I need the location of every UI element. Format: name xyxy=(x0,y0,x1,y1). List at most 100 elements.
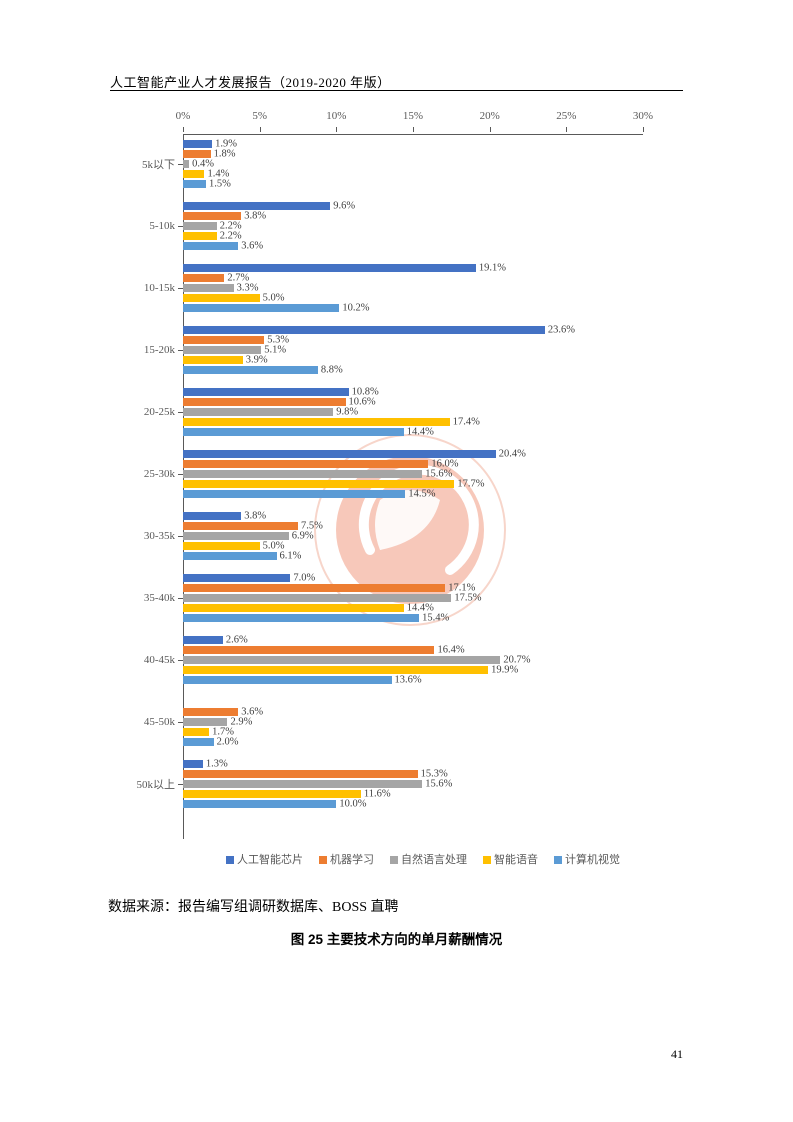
category-label: 35-40k xyxy=(144,592,175,604)
bar-value-label: 1.3% xyxy=(206,759,228,770)
bar: 16.4% xyxy=(183,646,434,654)
bar: 1.5% xyxy=(183,180,206,188)
bar: 19.1% xyxy=(183,264,476,272)
bar-value-label: 16.4% xyxy=(437,645,464,656)
bar: 3.6% xyxy=(183,708,238,716)
page: 人工智能产业人才发展报告（2019-2020 年版） 0%5%10%15%20%… xyxy=(0,0,793,1122)
bar-value-label: 2.0% xyxy=(217,737,239,748)
bar: 15.3% xyxy=(183,770,418,778)
x-tick-mark xyxy=(183,127,184,132)
salary-chart: 0%5%10%15%20%25%30% 5k以下1.9%1.8%0.4%1.4%… xyxy=(183,110,663,865)
bar: 2.7% xyxy=(183,274,224,282)
bar: 5.3% xyxy=(183,336,264,344)
x-tick-label: 5% xyxy=(252,110,267,122)
bar-value-label: 2.6% xyxy=(226,635,248,646)
bar-value-label: 9.8% xyxy=(336,407,358,418)
bar-value-label: 2.2% xyxy=(220,231,242,242)
legend-item: 计算机视觉 xyxy=(554,851,620,867)
bar: 10.8% xyxy=(183,388,349,396)
bar-value-label: 9.6% xyxy=(333,201,355,212)
bar-value-label: 19.1% xyxy=(479,263,506,274)
bar-value-label: 3.6% xyxy=(241,241,263,252)
plot-area: 5k以下1.9%1.8%0.4%1.4%1.5% 5-10k9.6%3.8%2.2… xyxy=(183,134,643,839)
category-group: 40-45k2.6%16.4%20.7%19.9%13.6% xyxy=(183,636,643,684)
bar: 3.3% xyxy=(183,284,234,292)
bar-value-label: 14.5% xyxy=(408,489,435,500)
bar: 15.6% xyxy=(183,470,422,478)
bar-value-label: 3.3% xyxy=(237,283,259,294)
bar-value-label: 11.6% xyxy=(364,789,391,800)
category-label: 20-25k xyxy=(144,406,175,418)
legend-swatch xyxy=(226,856,234,864)
x-tick-mark xyxy=(566,127,567,132)
category-label: 5k以下 xyxy=(142,156,175,172)
bar: 5.0% xyxy=(183,542,260,550)
category-label: 30-35k xyxy=(144,530,175,542)
category-group: 15-20k23.6%5.3%5.1%3.9%8.8% xyxy=(183,326,643,374)
bar: 6.1% xyxy=(183,552,277,560)
x-tick-mark xyxy=(260,127,261,132)
bar: 2.9% xyxy=(183,718,227,726)
bar: 1.3% xyxy=(183,760,203,768)
bar-value-label: 3.8% xyxy=(244,511,266,522)
legend-item: 人工智能芯片 xyxy=(226,851,303,867)
bar: 17.5% xyxy=(183,594,451,602)
bar: 20.4% xyxy=(183,450,496,458)
bar-value-label: 3.8% xyxy=(244,211,266,222)
category-group: 50k以上1.3%15.3%15.6%11.6%10.0% xyxy=(183,760,643,808)
category-label: 15-20k xyxy=(144,344,175,356)
category-group: 5k以下1.9%1.8%0.4%1.4%1.5% xyxy=(183,140,643,188)
bar: 17.1% xyxy=(183,584,445,592)
legend-item: 机器学习 xyxy=(319,851,374,867)
bar: 19.9% xyxy=(183,666,488,674)
category-label: 5-10k xyxy=(149,220,175,232)
bar-value-label: 5.0% xyxy=(263,293,285,304)
bar-value-label: 1.5% xyxy=(209,179,231,190)
category-label: 40-45k xyxy=(144,654,175,666)
bar: 1.7% xyxy=(183,728,209,736)
bar-value-label: 15.6% xyxy=(425,779,452,790)
page-number: 41 xyxy=(671,1047,683,1062)
bar: 15.6% xyxy=(183,780,422,788)
x-tick-mark xyxy=(413,127,414,132)
bar-value-label: 6.1% xyxy=(280,551,302,562)
category-group: 20-25k10.8%10.6%9.8%17.4%14.4% xyxy=(183,388,643,436)
x-tick-label: 30% xyxy=(633,110,653,122)
legend-swatch xyxy=(554,856,562,864)
legend: 人工智能芯片机器学习自然语言处理智能语音计算机视觉 xyxy=(183,850,663,868)
bar: 14.4% xyxy=(183,428,404,436)
bar-value-label: 14.4% xyxy=(407,427,434,438)
bar: 14.5% xyxy=(183,490,405,498)
x-tick-mark xyxy=(643,127,644,132)
bar: 23.6% xyxy=(183,326,545,334)
bar-value-label: 17.7% xyxy=(457,479,484,490)
bar: 9.8% xyxy=(183,408,333,416)
bar-value-label: 1.8% xyxy=(214,149,236,160)
bar: 2.6% xyxy=(183,636,223,644)
legend-swatch xyxy=(483,856,491,864)
bar: 10.6% xyxy=(183,398,346,406)
category-group: 10-15k19.1%2.7%3.3%5.0%10.2% xyxy=(183,264,643,312)
bar: 9.6% xyxy=(183,202,330,210)
x-tick-label: 20% xyxy=(480,110,500,122)
x-tick-mark xyxy=(490,127,491,132)
bar: 17.4% xyxy=(183,418,450,426)
bar: 16.0% xyxy=(183,460,428,468)
bar-value-label: 10.2% xyxy=(342,303,369,314)
bar-value-label: 17.4% xyxy=(453,417,480,428)
bar: 1.8% xyxy=(183,150,211,158)
category-label: 10-15k xyxy=(144,282,175,294)
bar-value-label: 17.5% xyxy=(454,593,481,604)
category-label: 50k以上 xyxy=(137,776,176,792)
bar: 1.9% xyxy=(183,140,212,148)
bar-value-label: 7.0% xyxy=(293,573,315,584)
bar-value-label: 15.4% xyxy=(422,613,449,624)
figure-caption: 图 25 主要技术方向的单月薪酬情况 xyxy=(0,928,793,948)
category-group: 45-50k3.6%2.9%1.7%2.0% xyxy=(183,698,643,746)
category-group: 30-35k3.8%7.5%6.9%5.0%6.1% xyxy=(183,512,643,560)
bar-value-label: 6.9% xyxy=(292,531,314,542)
bar: 5.1% xyxy=(183,346,261,354)
category-group: 5-10k9.6%3.8%2.2%2.2%3.6% xyxy=(183,202,643,250)
category-label: 45-50k xyxy=(144,716,175,728)
bar: 10.2% xyxy=(183,304,339,312)
